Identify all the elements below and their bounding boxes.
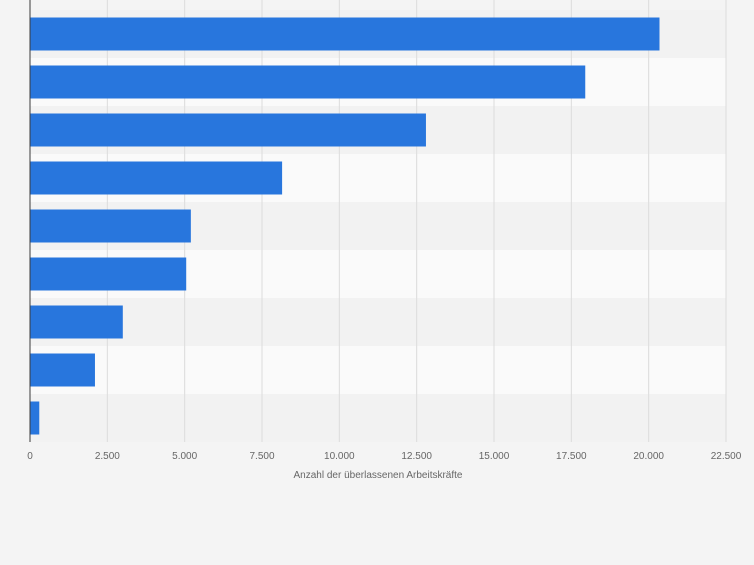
x-axis-label: Anzahl der überlassenen Arbeitskräfte bbox=[294, 470, 463, 481]
x-tick-label: 12.500 bbox=[401, 451, 432, 462]
bar[interactable] bbox=[30, 257, 187, 291]
row-band bbox=[30, 346, 726, 394]
bar[interactable] bbox=[30, 113, 426, 147]
bar[interactable] bbox=[30, 65, 586, 99]
x-tick-label: 20.000 bbox=[633, 451, 664, 462]
x-tick-label: 7.500 bbox=[249, 451, 274, 462]
x-tick-label: 0 bbox=[27, 451, 33, 462]
x-tick-label: 5.000 bbox=[172, 451, 197, 462]
row-band bbox=[30, 394, 726, 442]
bar[interactable] bbox=[30, 17, 660, 51]
bar[interactable] bbox=[30, 161, 283, 195]
bar[interactable] bbox=[30, 209, 191, 243]
bar[interactable] bbox=[30, 401, 40, 435]
x-tick-label: 10.000 bbox=[324, 451, 355, 462]
row-band bbox=[30, 298, 726, 346]
x-tick-label: 22.500 bbox=[711, 451, 742, 462]
x-tick-label: 17.500 bbox=[556, 451, 587, 462]
bar[interactable] bbox=[30, 353, 95, 387]
bar[interactable] bbox=[30, 305, 123, 339]
x-tick-label: 15.000 bbox=[479, 451, 510, 462]
bars bbox=[30, 17, 660, 435]
x-tick-label: 2.500 bbox=[95, 451, 120, 462]
x-tick-labels: 0 2.500 5.000 7.500 10.000 12.500 15.000 17.500… bbox=[27, 451, 742, 462]
